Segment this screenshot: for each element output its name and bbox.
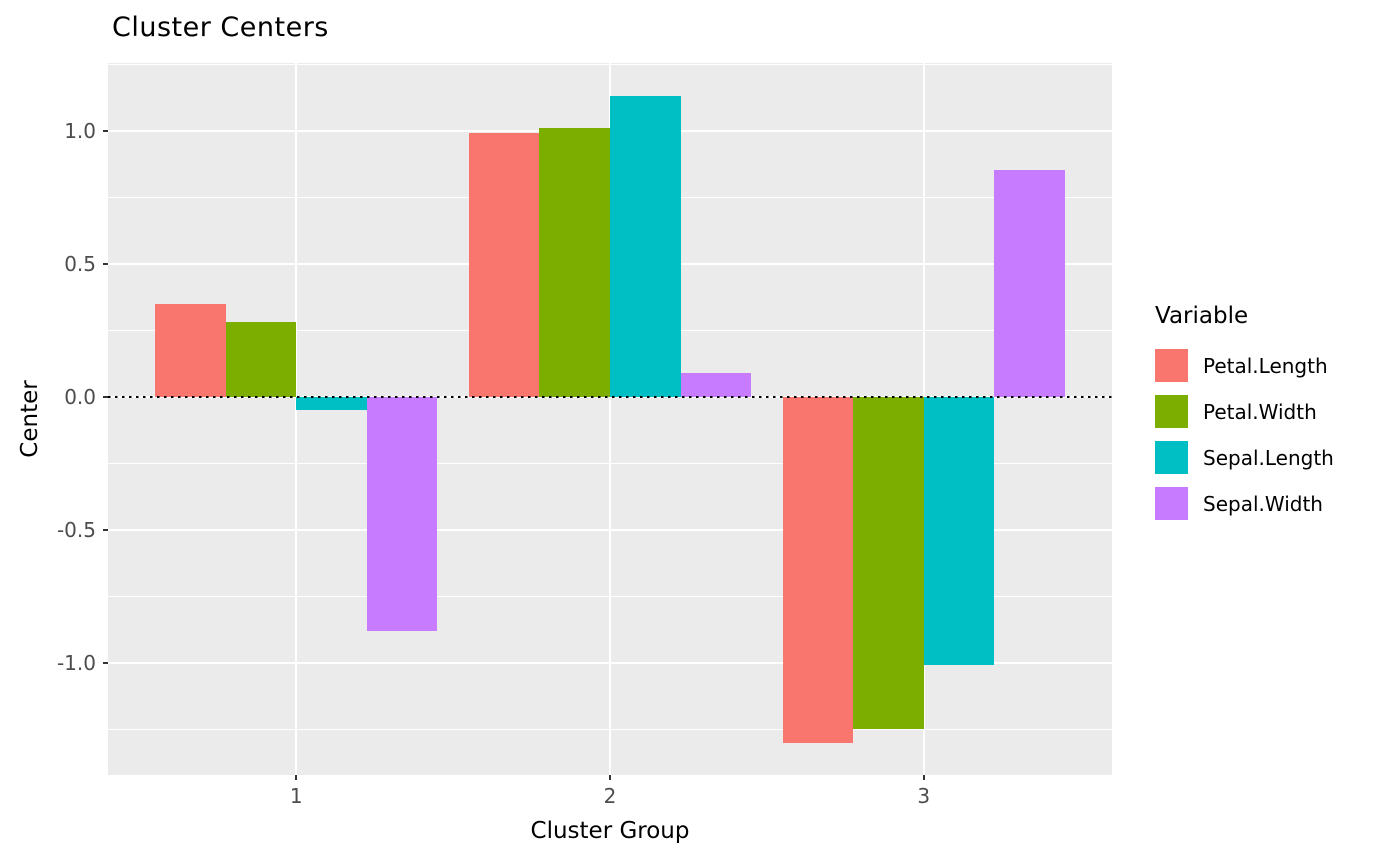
x-tick-mark: [295, 775, 298, 780]
legend-entry: Petal.Length: [1155, 349, 1334, 382]
x-tick-label: 1: [289, 784, 303, 808]
bar-sepal-width-cluster-1: [366, 396, 438, 631]
bar-sepal-length-cluster-3: [923, 396, 995, 666]
x-axis-title: Cluster Group: [530, 818, 690, 844]
bar-petal-width-cluster-2: [539, 127, 610, 397]
legend-key-swatch-icon: [1155, 441, 1188, 474]
legend-key-swatch-icon: [1155, 487, 1188, 520]
y-tick-label: 0.5: [64, 251, 96, 276]
legend-label: Sepal.Width: [1203, 491, 1323, 516]
legend-label: Petal.Length: [1203, 353, 1328, 378]
y-axis-title: Center: [17, 380, 43, 458]
legend-key-swatch-icon: [1155, 349, 1188, 382]
bar-petal-width-cluster-1: [225, 322, 297, 397]
legend-entry: Sepal.Length: [1155, 441, 1334, 474]
x-tick-label: 2: [603, 784, 617, 808]
y-tick-label: -1.0: [56, 650, 96, 675]
y-tick-mark: [103, 129, 108, 132]
gridline-major-vertical: [295, 63, 298, 775]
legend: Variable Petal.Length Petal.Width Sepal.…: [1155, 303, 1334, 533]
bar-sepal-width-cluster-3: [994, 170, 1065, 397]
y-tick-label: -0.5: [56, 517, 96, 542]
gridline-major-vertical: [609, 63, 611, 775]
legend-title: Variable: [1155, 303, 1249, 329]
y-tick-label: 1.0: [64, 118, 96, 143]
y-tick-mark: [103, 528, 108, 531]
x-tick-mark: [922, 775, 925, 780]
bar-petal-length-cluster-3: [782, 396, 854, 743]
plot-panel: [108, 63, 1112, 775]
plot-title: Cluster Centers: [112, 12, 329, 43]
y-tick-mark: [103, 395, 108, 398]
bar-sepal-length-cluster-1: [296, 396, 367, 410]
bar-sepal-length-cluster-2: [610, 95, 681, 397]
legend-key-swatch-icon: [1155, 395, 1188, 428]
y-tick-mark: [103, 661, 108, 664]
bar-petal-length-cluster-1: [155, 303, 226, 397]
legend-label: Petal.Width: [1203, 399, 1317, 424]
x-tick-label: 3: [917, 784, 931, 808]
legend-entry: Sepal.Width: [1155, 487, 1334, 520]
bar-petal-length-cluster-2: [468, 133, 540, 397]
legend-entry: Petal.Width: [1155, 395, 1334, 428]
y-tick-mark: [103, 262, 108, 265]
bar-sepal-width-cluster-2: [680, 372, 752, 397]
bar-petal-width-cluster-3: [853, 396, 924, 730]
x-tick-mark: [609, 775, 611, 780]
zero-reference-line: [108, 395, 1112, 398]
legend-label: Sepal.Length: [1203, 445, 1334, 470]
y-tick-label: 0.0: [64, 384, 96, 409]
